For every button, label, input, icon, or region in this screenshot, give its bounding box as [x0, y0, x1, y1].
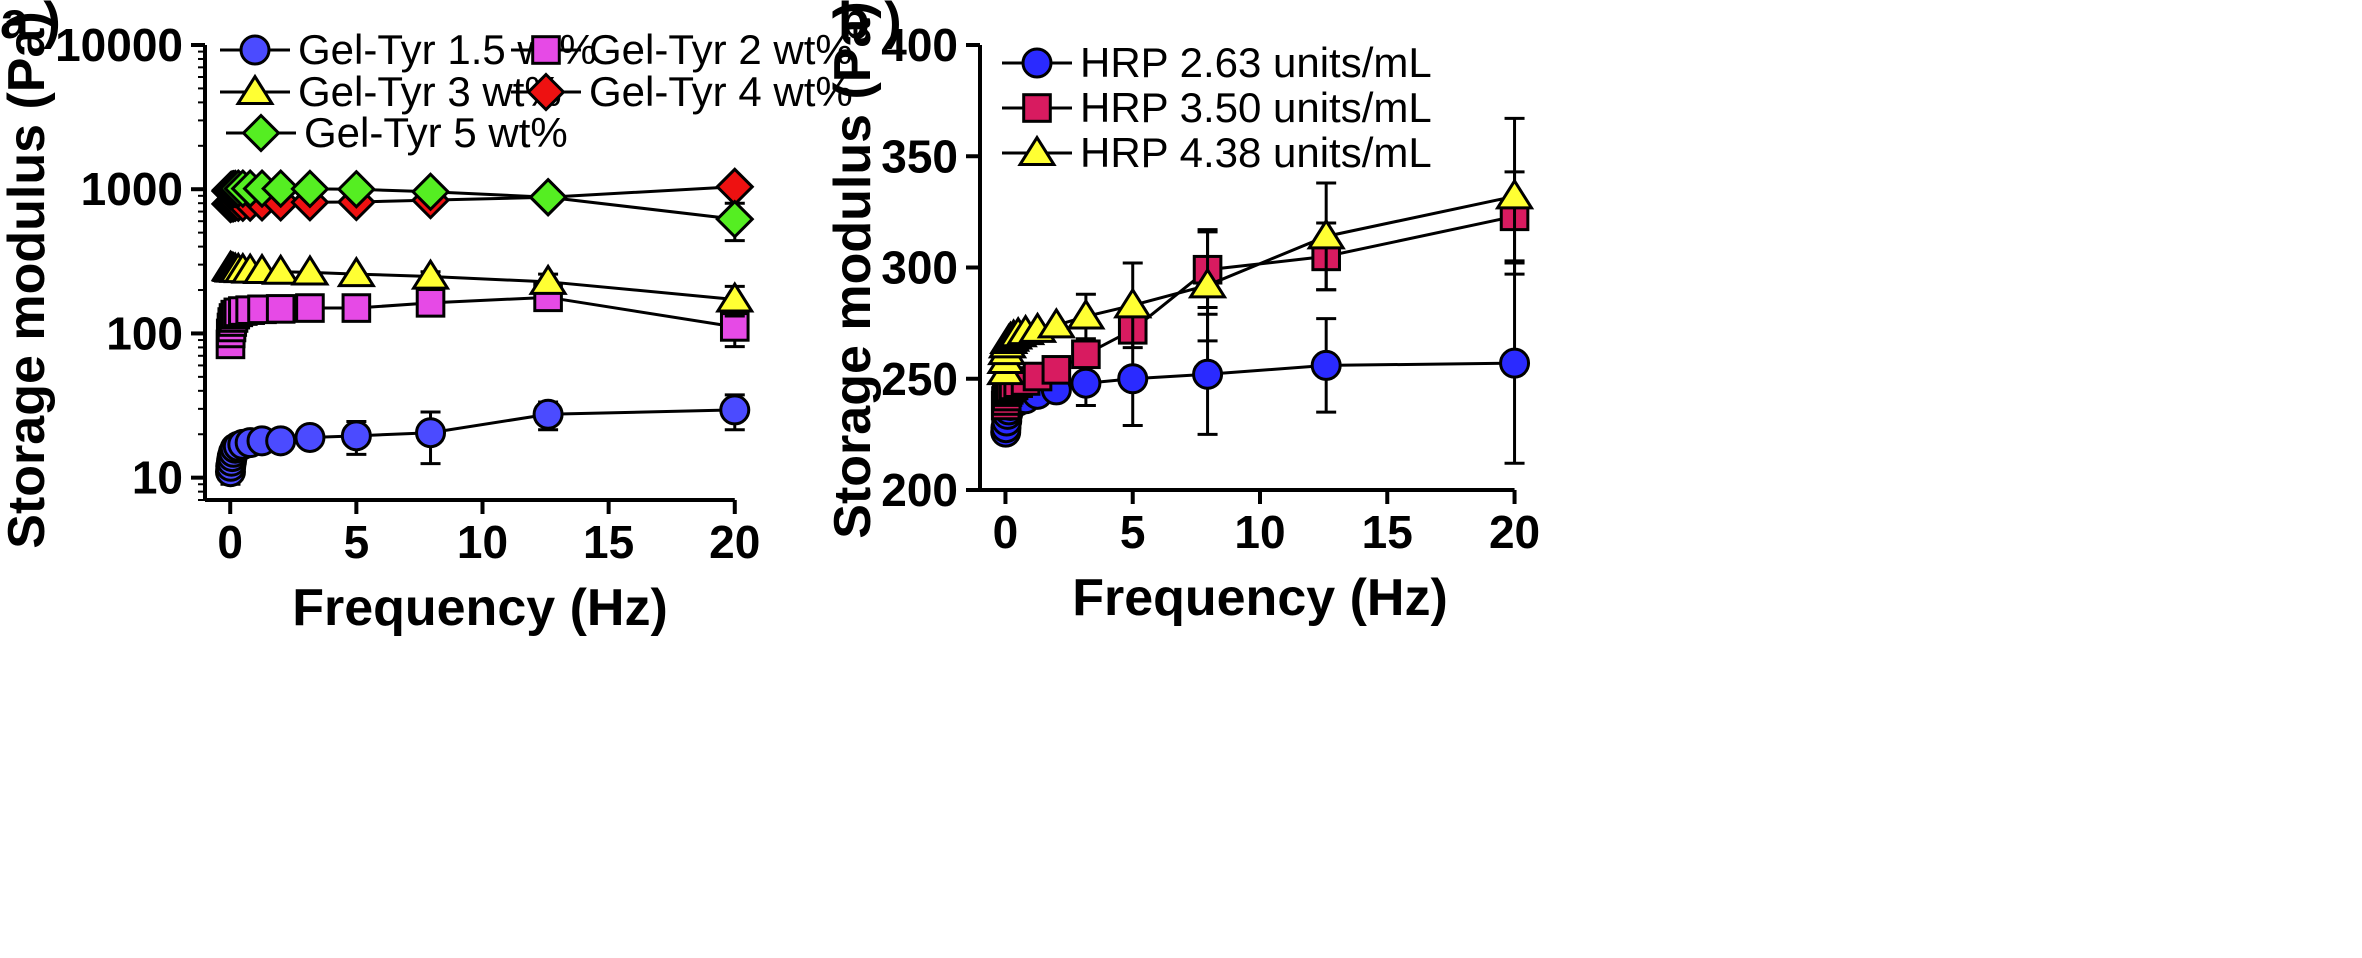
data-point	[295, 293, 325, 323]
legend-marker	[235, 73, 275, 106]
legend-marker	[239, 34, 271, 66]
data-point	[532, 398, 564, 430]
x-tick-label: 10	[457, 516, 508, 568]
legend-marker	[1022, 93, 1052, 123]
y-tick-label: 10	[132, 452, 183, 504]
panel-label: a )	[0, 0, 61, 50]
data-point	[1192, 358, 1224, 390]
series-5	[210, 168, 755, 243]
x-axis-title: Frequency (Hz)	[1072, 569, 1448, 627]
data-point	[715, 281, 755, 313]
data-point	[340, 420, 372, 452]
data-point	[410, 258, 451, 290]
legend-label: Gel-Tyr 2 wt%	[589, 26, 853, 73]
legend-marker	[531, 35, 561, 65]
data-point	[410, 172, 451, 212]
data-point	[715, 199, 755, 239]
x-tick-label: 20	[709, 516, 760, 568]
y-axis-title: Storage modulus (Pa)	[824, 1, 882, 538]
data-point	[715, 167, 755, 207]
legend-marker	[1021, 47, 1053, 79]
legend-item: Gel-Tyr 2 wt%	[511, 26, 853, 73]
data-point	[336, 255, 377, 288]
data-point	[1041, 355, 1072, 385]
data-point	[1499, 347, 1531, 379]
data-point	[1117, 363, 1149, 395]
y-tick-label: 300	[881, 242, 958, 294]
x-tick-label: 15	[583, 516, 634, 568]
legend-item: Gel-Tyr 3 wt%	[220, 68, 562, 115]
y-tick-label: 200	[881, 464, 958, 516]
legend-label: HRP 4.38 units/mL	[1080, 129, 1432, 176]
data-point	[1494, 178, 1535, 210]
data-point	[1310, 349, 1342, 381]
x-tick-label: 20	[1489, 506, 1540, 558]
data-point	[1036, 307, 1077, 339]
data-point	[719, 394, 751, 426]
series-3	[210, 249, 755, 318]
series-2	[215, 282, 750, 360]
data-point	[1113, 287, 1153, 319]
legend-label: HRP 3.50 units/mL	[1080, 84, 1432, 131]
legend-marker	[241, 113, 281, 153]
legend-marker	[526, 72, 566, 112]
legend-item: HRP 4.38 units/mL	[1002, 129, 1432, 176]
data-point	[1306, 218, 1346, 250]
legend-label: Gel-Tyr 5 wt%	[304, 109, 568, 156]
data-point	[528, 263, 568, 295]
legend-item: Gel-Tyr 5 wt%	[226, 109, 568, 156]
panel-a: a ) 10 100 1000 10000 0 5 10 15 20 Frequency (Hz) S…	[0, 0, 853, 637]
data-point	[1187, 267, 1228, 299]
panel-label: b )	[838, 0, 902, 50]
data-point	[415, 417, 447, 449]
legend-marker	[1017, 134, 1057, 167]
data-point	[528, 177, 568, 217]
data-point	[265, 294, 296, 324]
legend-item: HRP 3.50 units/mL	[1002, 84, 1432, 131]
data-point	[1071, 339, 1101, 370]
legend-label: Gel-Tyr 4 wt%	[589, 68, 853, 115]
data-point	[336, 169, 376, 209]
legend: Gel-Tyr 1.5 wt%Gel-Tyr 2 wt%Gel-Tyr 3 wt…	[220, 26, 853, 156]
data-point	[415, 288, 446, 318]
legend-item: HRP 2.63 units/mL	[1002, 39, 1432, 86]
x-tick-label: 5	[1120, 506, 1146, 558]
panel-b: b ) 200 250 300 350 400 0 5 10 15 20 Frequency (Hz)…	[824, 0, 1540, 627]
series-3	[986, 116, 1535, 386]
x-axis-title: Frequency (Hz)	[292, 579, 668, 637]
y-tick-label: 350	[881, 130, 958, 182]
data-point	[341, 293, 372, 323]
legend-label: HRP 2.63 units/mL	[1080, 39, 1432, 86]
data-point	[290, 169, 330, 209]
data-point	[1066, 298, 1106, 330]
y-tick-label: 250	[881, 353, 958, 405]
data-point	[719, 312, 750, 342]
y-tick-label: 10000	[55, 19, 183, 71]
x-tick-label: 10	[1234, 506, 1285, 558]
x-tick-label: 15	[1362, 506, 1413, 558]
x-tick-label: 0	[217, 516, 243, 568]
y-tick-label: 100	[106, 307, 183, 359]
data-point	[265, 425, 297, 457]
data-point	[261, 168, 301, 209]
data-point	[1070, 367, 1102, 399]
series-1	[214, 393, 751, 488]
data-point	[290, 254, 330, 286]
data-point	[294, 421, 326, 453]
x-tick-label: 0	[993, 506, 1019, 558]
x-tick-label: 5	[344, 516, 370, 568]
y-tick-label: 400	[881, 19, 958, 71]
data-point	[261, 253, 301, 285]
legend-item: Gel-Tyr 4 wt%	[511, 68, 853, 115]
y-axis-title: Storage modulus (Pa)	[0, 11, 56, 548]
y-tick-label: 1000	[81, 163, 183, 215]
